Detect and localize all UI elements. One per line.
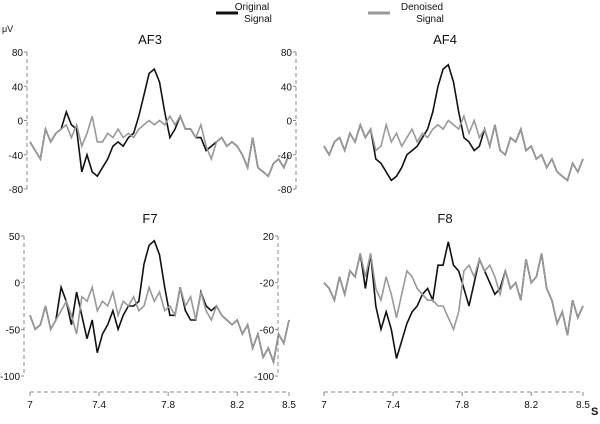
panel-f7: F7 50 0 -50 -100 7 7.4 7.8 8.2 8.5 bbox=[0, 211, 296, 411]
x-tick-label: 8.5 bbox=[282, 400, 296, 411]
series-original-signal bbox=[29, 239, 290, 366]
y-tick-label: -60 bbox=[260, 325, 275, 336]
y-tick-label: 50 bbox=[9, 232, 21, 243]
x-tick-label: 7.4 bbox=[92, 400, 106, 411]
panel-af3: AF3 80 40 0 -40 -80 bbox=[9, 32, 290, 196]
legend-denoised-label-2: Signal bbox=[416, 14, 444, 25]
panel-title: AF3 bbox=[138, 32, 162, 47]
y-tick-label: 0 bbox=[17, 117, 23, 128]
series-denoised-signal bbox=[29, 114, 290, 178]
y-tick-label: -80 bbox=[278, 185, 293, 196]
y-tick-label: -100 bbox=[254, 372, 274, 383]
y-tick-label: -100 bbox=[0, 372, 20, 383]
x-tick-label: 7 bbox=[27, 400, 33, 411]
y-tick-label: 0 bbox=[14, 279, 20, 290]
y-tick-label: -50 bbox=[6, 325, 21, 336]
panel-title: AF4 bbox=[433, 32, 457, 47]
x-tick-label: 8.2 bbox=[230, 400, 244, 411]
x-unit-label: S bbox=[591, 406, 598, 418]
y-tick-label: 80 bbox=[12, 48, 24, 59]
y-tick-label: -20 bbox=[260, 279, 275, 290]
x-tick-label: 8.5 bbox=[576, 400, 590, 411]
panel-title: F8 bbox=[437, 211, 452, 226]
panel-title: F7 bbox=[142, 211, 157, 226]
x-tick-label: 8.2 bbox=[524, 400, 538, 411]
legend-original-label-1: Original bbox=[235, 2, 269, 13]
x-tick-label: 7.4 bbox=[386, 400, 400, 411]
y-tick-label: 40 bbox=[281, 82, 293, 93]
y-tick-label: 20 bbox=[263, 232, 275, 243]
panel-af4: AF4 80 40 0 -40 -80 bbox=[278, 32, 584, 196]
y-tick-label: 40 bbox=[12, 82, 24, 93]
series-original-signal bbox=[29, 67, 290, 178]
series-denoised-signal bbox=[323, 113, 584, 182]
legend-denoised-label-1: Denoised bbox=[401, 2, 443, 13]
legend-original-label-2: Signal bbox=[244, 14, 272, 25]
series-original-signal bbox=[323, 241, 584, 359]
series-denoised-signal bbox=[323, 253, 584, 336]
y-tick-label: 0 bbox=[286, 117, 292, 128]
y-tick-label: -80 bbox=[9, 185, 24, 196]
series-denoised-signal bbox=[29, 284, 290, 366]
panel-f8: F8 20 -20 -60 -100 7 7.4 7.8 8.2 8.5 bbox=[254, 211, 590, 411]
y-unit-label: μV bbox=[2, 24, 13, 34]
legend: Original Signal Denoised Signal bbox=[216, 2, 444, 25]
x-tick-label: 7 bbox=[321, 400, 327, 411]
y-tick-label: -40 bbox=[9, 151, 24, 162]
y-tick-label: 80 bbox=[281, 48, 293, 59]
y-tick-label: -40 bbox=[278, 151, 293, 162]
x-tick-label: 7.8 bbox=[455, 400, 469, 411]
x-tick-label: 7.8 bbox=[161, 400, 175, 411]
